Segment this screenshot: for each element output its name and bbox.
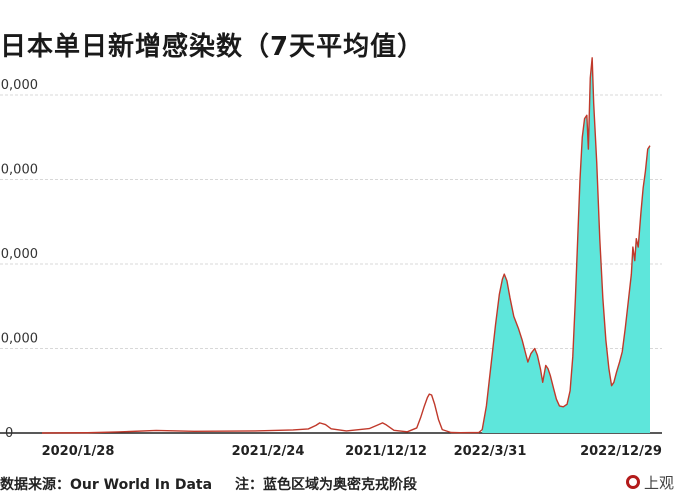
x-axis-labels: 2020/1/28 2021/2/24 2021/12/12 2022/3/31 202… [42,444,662,459]
data-source-note: 数据来源：Our World In Data [0,477,213,493]
grid-lines [0,94,662,434]
x-tick-label: 2022/12/29 [580,444,662,459]
logo-text: 上观 [644,473,675,492]
x-tick-label: 2021/12/12 [345,444,427,459]
cases-line [41,57,651,434]
chart-title: 日本单日新增感染数（7天平均值） [0,32,425,62]
x-tick-label: 2021/2/24 [232,444,305,459]
y-axis-labels: 0 50,000 100,000 150,000 200,000 [0,78,38,441]
omicron-note: 注：蓝色区域为奥密克戎阶段 [235,477,417,493]
x-tick-label: 2020/1/28 [42,444,115,459]
y-tick-label: 200,000 [0,78,38,93]
omicron-area [482,57,650,433]
omicron-fill-layer [482,57,650,433]
logo-circle-icon [626,475,640,489]
y-tick-label: 0 [5,426,13,441]
y-tick-label: 100,000 [0,247,38,262]
y-tick-label: 50,000 [0,332,38,347]
x-tick-label: 2022/3/31 [454,444,527,459]
line-layer [41,57,651,434]
y-tick-label: 150,000 [0,163,38,178]
publisher-logo: 上观 [626,466,700,498]
